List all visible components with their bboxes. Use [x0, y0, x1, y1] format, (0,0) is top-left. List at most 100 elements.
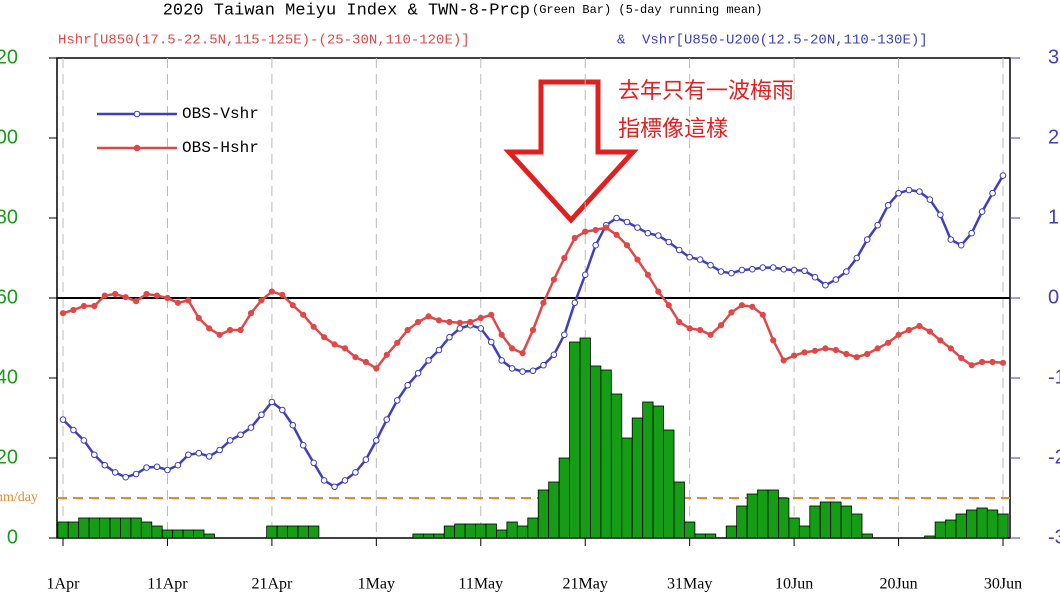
point: [937, 211, 944, 219]
point: [122, 473, 129, 481]
x-tick-label: 20Jun: [879, 576, 917, 593]
x-tick-label: 11May: [458, 576, 503, 593]
point: [707, 331, 714, 338]
point: [947, 236, 955, 243]
bar: [496, 529, 508, 539]
point: [581, 271, 589, 279]
point: [143, 464, 150, 471]
point: [425, 313, 432, 320]
point: [957, 241, 965, 249]
point: [832, 346, 839, 354]
point: [623, 218, 631, 226]
bar: [67, 521, 80, 539]
point: [697, 326, 704, 334]
point: [341, 345, 349, 352]
point: [70, 426, 77, 434]
bar: [140, 521, 153, 539]
point: [383, 351, 390, 358]
bar: [109, 517, 121, 539]
point: [676, 318, 683, 326]
point: [227, 326, 234, 334]
point: [769, 264, 777, 271]
y-tick-label: 0: [7, 526, 18, 548]
bar: [767, 489, 779, 539]
point: [759, 311, 766, 318]
bar: [694, 533, 706, 539]
point: [884, 201, 892, 209]
bar: [798, 525, 811, 539]
point: [550, 351, 558, 359]
point: [247, 310, 255, 317]
point: [717, 322, 725, 329]
point: [258, 411, 265, 419]
bar: [579, 337, 591, 539]
bar: [704, 533, 717, 539]
point: [801, 349, 808, 356]
x-tick-label: 10Jun: [775, 576, 813, 593]
point: [80, 437, 88, 444]
point: [665, 302, 672, 309]
point: [843, 268, 850, 275]
point: [216, 331, 223, 338]
point: [926, 328, 933, 335]
arrow: [503, 79, 639, 224]
point: [738, 266, 746, 274]
point: [561, 254, 568, 262]
y2-tick-label: -2: [1048, 446, 1060, 468]
point: [519, 350, 526, 357]
bar: [161, 529, 174, 539]
point: [728, 269, 735, 277]
point: [205, 453, 213, 460]
point: [498, 331, 505, 338]
point: [749, 265, 756, 273]
chart-title-note: (Green Bar) (5-day running mean): [532, 3, 762, 17]
bar: [746, 493, 758, 539]
subtitle-vshr: Vshr[U850-U200(12.5-20N,110-130E)]: [642, 33, 928, 49]
point: [895, 331, 902, 338]
point: [519, 368, 526, 375]
bar: [527, 517, 539, 539]
point: [279, 291, 286, 298]
point: [989, 358, 996, 366]
point: [728, 309, 735, 316]
bar: [684, 521, 696, 539]
y2-tick-label: -3: [1048, 526, 1060, 548]
point: [696, 256, 704, 263]
bar: [986, 509, 999, 539]
point: [394, 339, 401, 346]
point: [237, 326, 244, 334]
bar: [736, 505, 748, 539]
bar: [297, 525, 309, 539]
point: [989, 189, 996, 197]
point: [926, 196, 934, 203]
point: [843, 350, 850, 358]
bar: [548, 481, 560, 539]
point: [937, 337, 944, 344]
point: [498, 357, 505, 364]
point: [258, 297, 265, 304]
point: [811, 273, 819, 281]
point: [863, 236, 871, 243]
point: [70, 306, 77, 314]
point: [780, 357, 787, 364]
bar: [934, 521, 946, 539]
bar: [99, 517, 111, 539]
point: [393, 397, 401, 404]
y-tick-label: 60: [0, 286, 18, 308]
point: [310, 323, 317, 330]
point: [592, 241, 599, 249]
point: [133, 298, 140, 305]
point: [958, 354, 965, 362]
bar: [600, 369, 612, 539]
point: [185, 451, 192, 459]
point: [885, 339, 892, 346]
subtitle-hshr: Hshr[U850(17.5-22.5N,115-125E)-(25-30N,1…: [58, 33, 470, 49]
point: [456, 325, 464, 332]
bar: [78, 517, 90, 539]
bar: [725, 525, 738, 539]
point: [874, 221, 881, 229]
point: [174, 461, 182, 469]
legend-label: OBS-Hshr: [182, 139, 259, 157]
point: [111, 469, 119, 476]
